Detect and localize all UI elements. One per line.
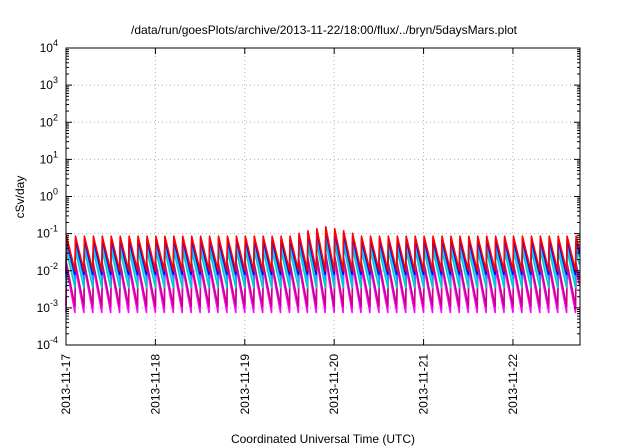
y-tick-label: 103 (40, 75, 58, 92)
x-tick-labels: 2013-11-17 2013-11-18 2013-11-19 2013-11-20… (59, 354, 520, 415)
y-tick-label: 100 (40, 187, 58, 204)
y-tick-labels: 10-4 10-3 10-2 10-1 100 101 102 103 104 (37, 38, 58, 352)
chart-title: /data/run/goesPlots/archive/2013-11-22/1… (131, 23, 518, 37)
data-series (65, 226, 580, 314)
series-line-0 (65, 257, 580, 314)
x-tick-label: 2013-11-19 (238, 354, 252, 415)
series-line-1 (65, 252, 580, 308)
y-tick-label: 10-3 (37, 298, 58, 315)
y-tick-label: 101 (40, 149, 58, 166)
y-tick-label: 104 (40, 38, 58, 55)
y-tick-label: 10-4 (37, 335, 58, 352)
series-line-3 (65, 233, 580, 280)
x-tick-label: 2013-11-20 (327, 354, 341, 415)
y-tick-label: 10-1 (37, 224, 58, 241)
y-tick-label: 10-2 (37, 261, 58, 278)
y-tick-label: 102 (40, 112, 58, 129)
x-axis-label: Coordinated Universal Time (UTC) (231, 432, 415, 446)
x-tick-label: 2013-11-18 (148, 354, 162, 415)
y-axis-label: cSv/day (13, 176, 27, 219)
x-tick-label: 2013-11-21 (417, 354, 431, 415)
x-tick-label: 2013-11-22 (506, 354, 520, 415)
x-tick-label: 2013-11-17 (59, 354, 73, 415)
ticks (65, 47, 580, 346)
series-line-5 (65, 226, 580, 272)
series-line-2 (65, 240, 580, 289)
